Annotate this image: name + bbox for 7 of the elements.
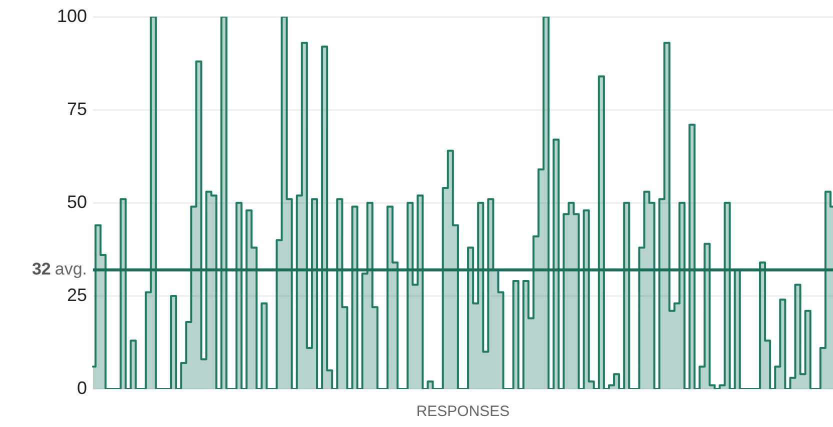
y-tick-label: 100 (56, 6, 87, 26)
ref-line-label: 32 avg. (32, 260, 88, 279)
y-tick-label: 25 (66, 284, 87, 305)
y-tick-label: 0 (76, 378, 87, 398)
x-axis-title: RESPONSES (416, 403, 510, 420)
y-tick-label: 50 (66, 192, 87, 212)
y-tick-label: 75 (66, 98, 87, 119)
